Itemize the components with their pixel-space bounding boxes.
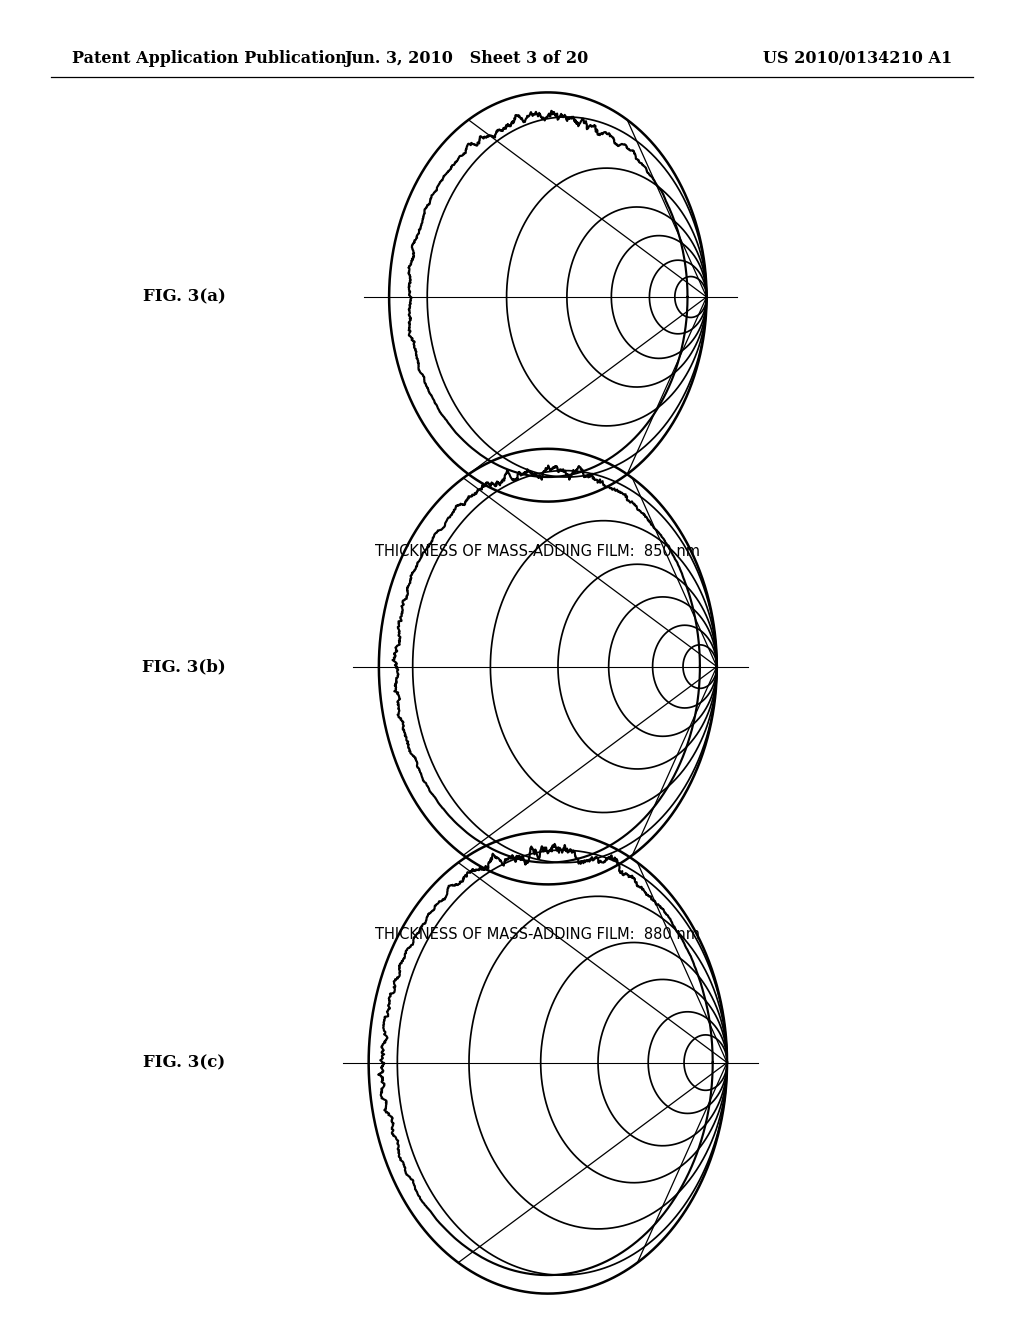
Text: Patent Application Publication: Patent Application Publication xyxy=(72,50,346,66)
Text: THICKNESS OF MASS-ADDING FILM:  880 nm: THICKNESS OF MASS-ADDING FILM: 880 nm xyxy=(375,927,700,942)
Text: FIG. 3(a): FIG. 3(a) xyxy=(143,289,225,305)
Text: Jun. 3, 2010   Sheet 3 of 20: Jun. 3, 2010 Sheet 3 of 20 xyxy=(344,50,588,66)
Text: US 2010/0134210 A1: US 2010/0134210 A1 xyxy=(763,50,952,66)
Text: THICKNESS OF MASS-ADDING FILM:  850 nm: THICKNESS OF MASS-ADDING FILM: 850 nm xyxy=(375,544,700,560)
Text: FIG. 3(b): FIG. 3(b) xyxy=(142,659,226,675)
Text: FIG. 3(c): FIG. 3(c) xyxy=(143,1055,225,1071)
